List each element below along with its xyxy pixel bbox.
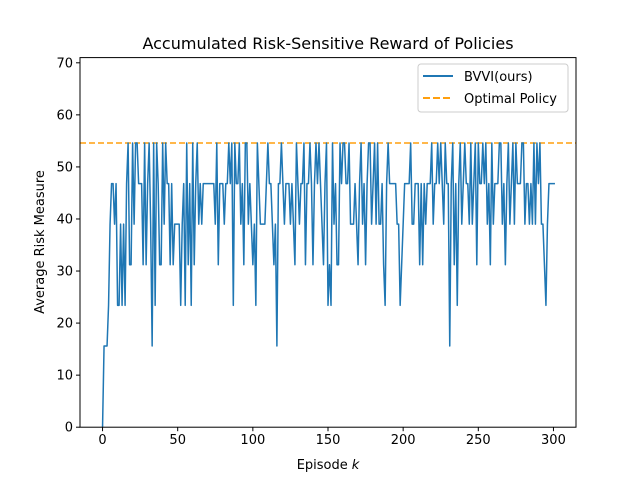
y-tick-label: 40 <box>56 212 73 227</box>
plot-area: 0 50 100 150 200 250 300 0 10 20 30 40 50 60 70 <box>56 56 577 448</box>
y-tick-label: 20 <box>56 317 73 332</box>
x-axis-ticks: 0 50 100 150 200 250 300 <box>98 427 566 448</box>
y-axis-label: Average Risk Measure <box>33 170 48 314</box>
x-tick-label: 150 <box>316 433 341 448</box>
y-tick-label: 50 <box>56 160 73 175</box>
x-axis-label: Episode k <box>297 458 360 473</box>
x-tick-label: 0 <box>98 433 106 448</box>
y-axis-ticks: 0 10 20 30 40 50 60 70 <box>56 56 80 436</box>
x-axis-label-text: Episode <box>297 458 348 473</box>
x-tick-label: 250 <box>466 433 491 448</box>
legend-label-bvvi: BVVI(ours) <box>464 70 533 85</box>
x-tick-label: 50 <box>169 433 186 448</box>
x-tick-label: 200 <box>391 433 416 448</box>
chart-title: Accumulated Risk-Sensitive Reward of Pol… <box>142 34 513 53</box>
series-layer <box>80 142 576 428</box>
x-axis-label-variable: k <box>352 458 360 473</box>
x-tick-label: 300 <box>541 433 566 448</box>
y-tick-label: 10 <box>56 369 73 384</box>
y-tick-label: 30 <box>56 265 73 280</box>
y-tick-label: 70 <box>56 56 73 71</box>
legend-label-optimal-policy: Optimal Policy <box>464 92 557 107</box>
legend-box <box>417 63 569 113</box>
legend: BVVI(ours) Optimal Policy <box>417 63 569 113</box>
y-tick-label: 0 <box>65 421 73 436</box>
y-tick-label: 60 <box>56 108 73 123</box>
series-line-bvvi <box>101 142 555 428</box>
x-tick-label: 100 <box>240 433 265 448</box>
